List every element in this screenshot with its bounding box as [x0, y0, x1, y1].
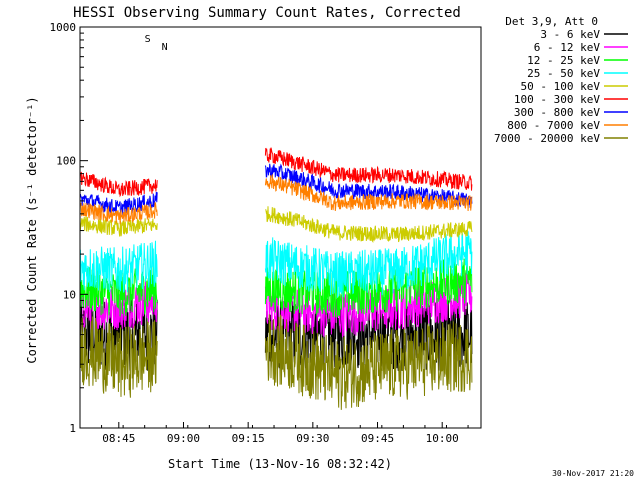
y-axis-label: Corrected Count Rate (s⁻¹ detector⁻¹): [25, 96, 39, 363]
legend-label: 300 - 800 keV: [514, 106, 600, 119]
legend-header: Det 3,9, Att 0: [505, 15, 598, 28]
chart-title: HESSI Observing Summary Count Rates, Cor…: [73, 5, 461, 21]
y-tick-label: 1000: [50, 21, 77, 34]
series-line: [79, 174, 473, 225]
legend-label: 25 - 50 keV: [527, 67, 600, 80]
annotation-n: N: [162, 42, 168, 53]
x-tick-label: 08:45: [102, 432, 135, 445]
plot-area: 08:45 09:00 09:15 09:30 09:45 10:00 1 10 100 1000…: [50, 21, 473, 445]
x-tick-label: 09:00: [167, 432, 200, 445]
annotation-s: S: [145, 34, 151, 45]
x-tick-label: 09:15: [232, 432, 265, 445]
x-tick-label: 09:30: [296, 432, 329, 445]
series-line: [79, 206, 473, 243]
y-tick-label: 1: [69, 422, 76, 435]
legend-label: 3 - 6 keV: [540, 28, 600, 41]
legend-label: 12 - 25 keV: [527, 54, 600, 67]
plot-frame: [79, 26, 482, 429]
x-tick-label: 10:00: [426, 432, 459, 445]
legend-label: 800 - 7000 keV: [507, 119, 600, 132]
legend: 3 - 6 keV 6 - 12 keV 12 - 25 keV 25 - 50…: [494, 28, 628, 145]
y-tick-label: 10: [63, 288, 76, 301]
legend-label: 7000 - 20000 keV: [494, 132, 600, 145]
legend-label: 100 - 300 keV: [514, 93, 600, 106]
x-tick-label: 09:45: [361, 432, 394, 445]
series-line: [79, 258, 473, 318]
series-line: [79, 231, 473, 298]
x-axis-label: Start Time (13-Nov-16 08:32:42): [168, 457, 392, 471]
timestamp: 30-Nov-2017 21:20: [552, 469, 634, 478]
legend-label: 50 - 100 keV: [521, 80, 601, 93]
legend-label: 6 - 12 keV: [534, 41, 601, 54]
series-line: [79, 314, 473, 410]
y-tick-label: 100: [56, 155, 76, 168]
series-line: [79, 147, 473, 198]
